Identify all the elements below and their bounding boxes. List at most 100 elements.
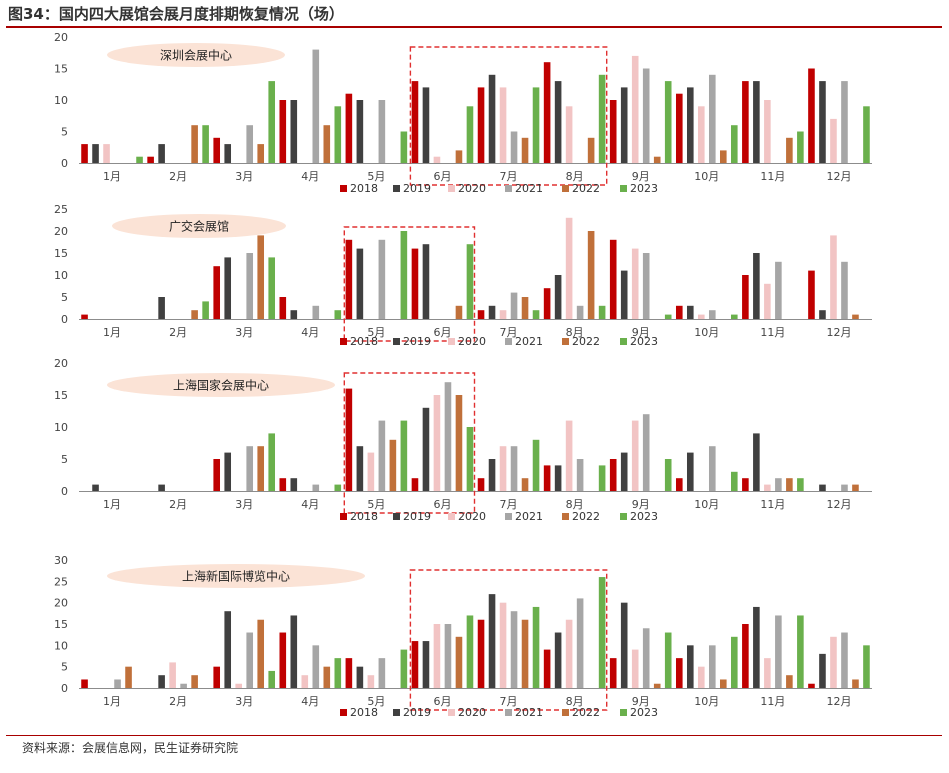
bar-2018: [279, 632, 287, 688]
legend-swatch-2023: [620, 709, 627, 716]
bar-2021: [312, 305, 320, 319]
bar-2019: [488, 74, 496, 163]
bar-2019: [620, 602, 628, 688]
bar-2022: [257, 446, 265, 491]
legend-swatch-2019: [393, 185, 400, 192]
bar-2019: [356, 666, 364, 688]
bar-2018: [675, 305, 683, 319]
bar-2020: [830, 118, 837, 163]
x-tick-label: 8月: [566, 170, 584, 183]
legend-swatch-2018: [340, 338, 347, 345]
bar-2018: [477, 310, 485, 319]
x-tick-label: 10月: [694, 326, 719, 339]
legend-label: 2021: [515, 335, 543, 348]
x-tick-label: 10月: [694, 695, 719, 708]
bar-2023: [202, 301, 209, 319]
bar-2018: [543, 288, 551, 319]
x-tick-label: 9月: [632, 170, 650, 183]
bar-2018: [279, 297, 287, 319]
bar-2021: [576, 459, 584, 491]
bar-2018: [279, 100, 287, 163]
legend-swatch-2020: [448, 513, 455, 520]
bar-2020: [103, 144, 110, 163]
x-tick-label: 9月: [632, 695, 650, 708]
bar-2019: [620, 270, 628, 319]
bar-2023: [268, 81, 276, 163]
bar-2022: [455, 150, 463, 163]
venue-label-bg: [107, 43, 285, 67]
bar-2018: [147, 156, 154, 163]
bar-2023: [664, 459, 672, 491]
x-tick-label: 11月: [760, 326, 785, 339]
bar-2023: [334, 658, 342, 688]
bar-2020: [697, 314, 705, 319]
bar-2018: [543, 465, 551, 491]
bar-2023: [334, 310, 342, 319]
bar-2023: [202, 125, 209, 163]
x-tick-label: 3月: [235, 326, 253, 339]
bar-2019: [819, 653, 826, 688]
bar-2023: [532, 87, 540, 163]
legend-swatch-2020: [448, 185, 455, 192]
legend-label: 2020: [458, 510, 486, 523]
bar-2018: [675, 93, 683, 163]
bar-2022: [191, 310, 198, 319]
highlight-box: [343, 226, 476, 342]
bar-2021: [510, 292, 518, 319]
bar-2018: [609, 658, 617, 688]
x-tick-label: 8月: [566, 498, 584, 511]
bar-2019: [224, 611, 232, 688]
legend-label: 2020: [458, 706, 486, 719]
x-tick-label: 2月: [169, 498, 187, 511]
chart-panel-1: 深圳会展中心 0 5 10 15 20 1月 2月 3月 4月 5月 6月 7月 8月 9月 10月 11月 12…: [54, 31, 872, 195]
bar-2020: [631, 420, 639, 491]
bar-2021: [841, 81, 848, 163]
bar-2020: [301, 675, 309, 688]
bar-2021: [775, 478, 782, 491]
bar-2018: [345, 658, 353, 688]
legend-swatch-2019: [393, 709, 400, 716]
bar-2018: [411, 248, 419, 319]
x-tick-label: 12月: [826, 170, 851, 183]
legend-label: 2019: [403, 510, 431, 523]
legend-swatch-2021: [505, 709, 512, 716]
title-rule: [6, 26, 942, 28]
legend-swatch-2018: [340, 709, 347, 716]
legend-swatch-2018: [340, 185, 347, 192]
x-tick-label: 4月: [301, 498, 319, 511]
bar-2023: [664, 81, 672, 163]
bar-2018: [279, 478, 287, 491]
bar-2023: [863, 106, 870, 163]
legend-swatch-2023: [620, 338, 627, 345]
bar-2021: [246, 125, 254, 163]
y-tick-label: 10: [54, 94, 68, 107]
bar-2019: [488, 594, 496, 688]
bar-2022: [719, 150, 727, 163]
x-tick-label: 12月: [826, 498, 851, 511]
legend-label: 2023: [630, 510, 658, 523]
bar-2019: [753, 253, 760, 319]
bar-2018: [81, 144, 88, 163]
y-tick-label: 20: [54, 597, 68, 610]
venue-label: 上海国家会展中心: [173, 378, 269, 393]
bar-2020: [764, 484, 771, 491]
x-tick-label: 5月: [367, 695, 385, 708]
bar-2018: [543, 62, 551, 164]
source-rule: [6, 735, 942, 736]
bar-2023: [664, 314, 672, 319]
bar-2019: [290, 310, 298, 319]
x-tick-label: 11月: [760, 498, 785, 511]
bar-2019: [620, 452, 628, 491]
bar-2019: [92, 484, 99, 491]
bar-2021: [378, 658, 386, 688]
x-tick-label: 6月: [433, 326, 451, 339]
bar-2023: [598, 74, 606, 163]
bar-2023: [466, 427, 474, 491]
bar-2019: [488, 459, 496, 491]
bar-2022: [521, 297, 529, 319]
bar-2018: [411, 478, 419, 491]
bar-2021: [378, 100, 386, 163]
bar-2020: [367, 675, 375, 688]
legend-label: 2020: [458, 335, 486, 348]
